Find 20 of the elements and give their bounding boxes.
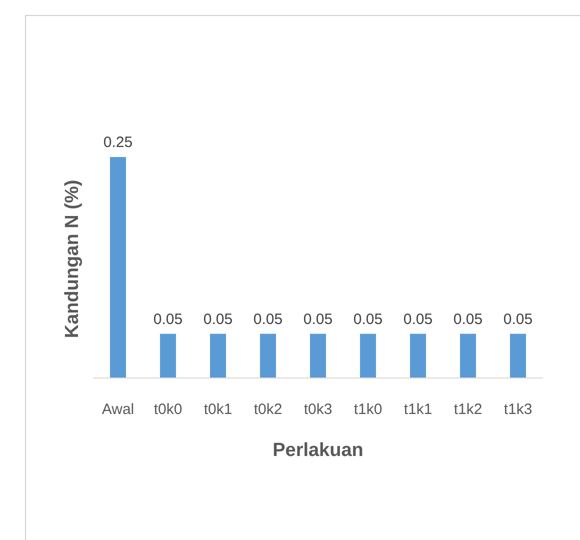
x-axis-title: Perlakuan (272, 440, 364, 461)
x-tick-label: t0k0 (154, 401, 182, 418)
data-label: 0.05 (503, 310, 533, 328)
x-tick-label: t0k3 (304, 401, 332, 418)
data-label: 0.05 (203, 310, 233, 328)
data-label: 0.05 (353, 310, 383, 328)
y-axis-title: Kandungan N (%) (62, 180, 83, 338)
x-tick-label: t0k2 (254, 401, 282, 418)
x-tick-label: t1k0 (354, 401, 382, 418)
data-label: 0.05 (303, 310, 333, 328)
x-tick-label: t1k1 (404, 401, 432, 418)
x-tick-label: t0k1 (204, 401, 232, 418)
data-label: 0.05 (153, 310, 183, 328)
x-tick-label: t1k2 (454, 401, 482, 418)
data-label: 0.05 (403, 310, 433, 328)
data-label: 0.05 (253, 310, 283, 328)
x-tick-label: t1k3 (504, 401, 532, 418)
data-label: 0.05 (453, 310, 483, 328)
x-tick-label: Awal (102, 401, 134, 418)
data-label: 0.25 (103, 134, 133, 151)
